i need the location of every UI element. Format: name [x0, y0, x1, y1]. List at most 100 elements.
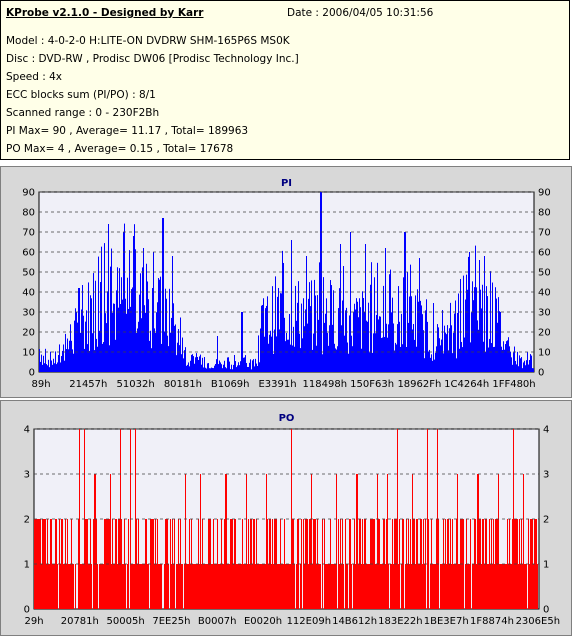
data-bar — [240, 361, 241, 372]
data-bar — [162, 218, 163, 372]
data-bar — [377, 474, 378, 609]
data-bar — [341, 564, 342, 609]
data-bar — [468, 256, 469, 372]
data-bar — [320, 192, 321, 372]
data-bar — [341, 325, 342, 372]
data-bar — [512, 519, 513, 609]
data-bar — [483, 519, 484, 609]
pi-chart: PI 0 0 10 10 20 20 30 30 40 40 50 50 60 60 70 70 80 80 90 90… — [22, 178, 550, 390]
data-bar — [123, 232, 124, 372]
data-bar — [404, 232, 405, 372]
data-bar — [252, 360, 253, 372]
data-bar — [462, 347, 463, 372]
data-bar — [135, 429, 136, 609]
data-bar — [435, 352, 436, 372]
data-bar — [376, 564, 377, 609]
data-bar — [297, 302, 298, 372]
data-bar — [212, 367, 213, 372]
data-bar — [405, 232, 406, 372]
data-bar — [288, 339, 289, 372]
data-bar — [485, 352, 486, 372]
data-bar — [428, 519, 429, 609]
data-bar — [300, 348, 301, 372]
data-bar — [312, 564, 313, 609]
data-bar — [463, 275, 464, 372]
data-bar — [69, 564, 70, 609]
data-bar — [245, 355, 246, 372]
data-bar — [237, 365, 238, 372]
data-bar — [229, 564, 230, 609]
data-bar — [80, 564, 81, 609]
data-bar — [95, 280, 96, 372]
data-bar — [250, 359, 251, 372]
data-bar — [372, 352, 373, 372]
data-bar — [449, 564, 450, 609]
data-bar — [424, 358, 425, 372]
data-bar — [524, 564, 525, 609]
data-bar — [318, 319, 319, 372]
data-bar — [255, 358, 256, 372]
data-bar — [207, 564, 208, 609]
data-bar — [264, 564, 265, 609]
data-bar — [216, 359, 217, 372]
data-bar — [425, 310, 426, 372]
data-bar — [142, 564, 143, 609]
data-bar — [375, 564, 376, 609]
data-bar — [316, 564, 317, 609]
data-bar — [325, 564, 326, 609]
data-bar — [144, 305, 145, 372]
data-bar — [46, 564, 47, 609]
data-bar — [347, 564, 348, 609]
data-bar — [257, 564, 258, 609]
data-bar — [303, 519, 304, 609]
data-bar — [482, 284, 483, 372]
data-bar — [208, 363, 209, 372]
data-bar — [196, 353, 197, 372]
data-bar — [246, 362, 247, 372]
data-bar — [532, 368, 533, 372]
data-bar — [377, 262, 378, 372]
data-bar — [399, 519, 400, 609]
data-bar — [302, 338, 303, 372]
data-bar — [95, 474, 96, 609]
data-bar — [342, 300, 343, 372]
data-bar — [511, 564, 512, 609]
data-bar — [427, 429, 428, 609]
data-bar — [335, 564, 336, 609]
data-bar — [220, 564, 221, 609]
data-bar — [76, 312, 77, 372]
data-bar — [248, 366, 249, 372]
data-bar — [512, 364, 513, 372]
data-bar — [240, 564, 241, 609]
data-bar — [98, 256, 99, 372]
data-bar — [499, 564, 500, 609]
data-bar — [97, 564, 98, 609]
data-bar — [244, 564, 245, 609]
data-bar — [385, 248, 386, 372]
data-bar — [260, 564, 261, 609]
data-bar — [66, 349, 67, 372]
data-bar — [371, 262, 372, 372]
data-bar — [233, 364, 234, 372]
data-bar — [511, 357, 512, 372]
data-bar — [461, 341, 462, 372]
data-bar — [81, 309, 82, 372]
data-bar — [319, 262, 320, 372]
data-bar — [301, 303, 302, 372]
data-bar — [401, 564, 402, 609]
data-bar — [254, 366, 255, 372]
data-bar — [510, 564, 511, 609]
data-bar — [454, 564, 455, 609]
data-bar — [374, 519, 375, 609]
data-bar — [151, 519, 152, 609]
data-bar — [446, 564, 447, 609]
data-bar — [136, 333, 137, 372]
data-bar — [44, 363, 45, 372]
x-tick-label: E0020h — [244, 616, 282, 627]
data-bar — [121, 277, 122, 372]
data-bar — [331, 285, 332, 372]
data-bar — [176, 564, 177, 609]
data-bar — [396, 344, 397, 372]
data-bar — [94, 474, 95, 609]
data-bar — [166, 298, 167, 372]
